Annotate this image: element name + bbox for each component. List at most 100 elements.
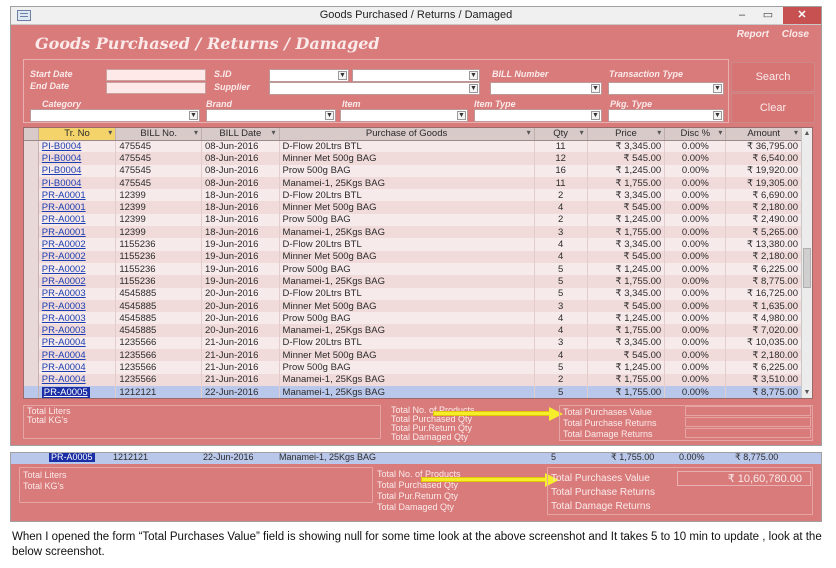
row-selector[interactable]	[24, 299, 39, 313]
row-selector[interactable]	[24, 373, 39, 386]
table-row[interactable]: PR-A0002 1155236 19-Jun-2016 D-Flow 20Ltrs …	[24, 238, 802, 251]
table-row[interactable]: PR-A0002 1155236 19-Jun-2016 Minner Met 500…	[24, 250, 802, 263]
column-header-disc[interactable]: Disc % ▾	[664, 128, 727, 141]
close-link[interactable]: Close	[781, 29, 809, 40]
minimize-icon[interactable]: –	[738, 9, 746, 21]
row-selector[interactable]	[24, 361, 39, 374]
strip-trno[interactable]: PR-A0005	[49, 453, 95, 462]
vertical-scrollbar[interactable]: ▲ ▼	[801, 128, 812, 398]
row-selector[interactable]	[24, 201, 39, 214]
table-row[interactable]: PR-A0004 1235566 21-Jun-2016 Manamei-1, 25K…	[24, 373, 802, 386]
brand-dropdown[interactable]: ▼	[206, 109, 336, 122]
table-row[interactable]: PI-B0004 475545 08-Jun-2016 Prow 500g BAG 16…	[24, 164, 802, 177]
row-selector[interactable]	[24, 275, 39, 288]
row-selector[interactable]	[24, 164, 39, 177]
column-header-bill-no[interactable]: BILL No. ▾	[115, 128, 203, 141]
transaction-link[interactable]: PR-A0002	[41, 239, 86, 251]
chevron-down-icon: ▼	[338, 71, 347, 80]
item-dropdown[interactable]: ▼	[340, 109, 468, 122]
row-selector[interactable]	[24, 262, 39, 276]
row-selector[interactable]	[24, 312, 39, 325]
table-row[interactable]: PR-A0001 12399 18-Jun-2016 Prow 500g BAG 2 ₹ …	[24, 213, 802, 227]
row-selector[interactable]	[24, 349, 39, 362]
transaction-link[interactable]: PR-A0003	[41, 300, 86, 312]
transaction-link[interactable]: PR-A0003	[41, 288, 86, 300]
search-button[interactable]: Search	[731, 62, 815, 92]
table-row[interactable]: PR-A0001 12399 18-Jun-2016 Manamei-1, 25Kgs…	[24, 226, 802, 239]
transaction-link[interactable]: PR-A0001	[41, 214, 86, 226]
scroll-down-icon[interactable]: ▼	[803, 389, 811, 396]
item-type-dropdown[interactable]: ▼	[474, 109, 602, 122]
close-icon[interactable]: ✕	[783, 7, 821, 24]
transaction-link[interactable]: PR-A0003	[41, 312, 86, 324]
table-row[interactable]: PR-A0001 12399 18-Jun-2016 Minner Met 500g …	[24, 201, 802, 214]
transaction-link[interactable]: PR-A0004	[41, 337, 86, 349]
table-row[interactable]: PR-A0002 1155236 19-Jun-2016 Manamei-1, 25K…	[24, 275, 802, 288]
table-row[interactable]: PR-A0004 1235566 21-Jun-2016 Prow 500g BAG 5…	[24, 361, 802, 374]
column-header-bill-date[interactable]: BILL Date ▾	[201, 128, 280, 141]
window-title: Goods Purchased / Returns / Damaged	[319, 9, 513, 21]
transaction-link[interactable]: PR-A0001	[41, 226, 86, 238]
transaction-link[interactable]: PR-A0004	[41, 349, 86, 361]
row-selector[interactable]	[24, 336, 39, 350]
scroll-up-icon[interactable]: ▲	[803, 130, 811, 137]
transaction-link[interactable]: PR-A0004	[41, 374, 86, 386]
transaction-link[interactable]: PI-B0004	[41, 165, 82, 177]
end-date-field[interactable]	[106, 82, 206, 94]
row-selector[interactable]	[24, 287, 39, 300]
sid-dropdown[interactable]: ▼	[269, 69, 349, 82]
table-row[interactable]: PR-A0002 1155236 19-Jun-2016 Prow 500g BAG 5…	[24, 262, 802, 276]
row-selector[interactable]	[24, 226, 39, 239]
row-selector[interactable]	[24, 324, 39, 337]
row-selector[interactable]	[24, 250, 39, 263]
transaction-link[interactable]: PR-A0003	[41, 325, 86, 337]
start-date-field[interactable]	[106, 69, 206, 81]
table-cell: ₹ 1,755.00	[587, 226, 666, 239]
table-row[interactable]: PR-A0003 4545885 20-Jun-2016 Prow 500g BAG 4…	[24, 312, 802, 325]
bill-number-dropdown[interactable]: ▼	[490, 82, 602, 95]
sid-name-dropdown[interactable]: ▼	[352, 69, 480, 82]
transaction-type-dropdown[interactable]: ▼	[608, 82, 724, 95]
transaction-link[interactable]: PR-A0005	[41, 386, 90, 398]
category-dropdown[interactable]: ▼	[30, 109, 200, 122]
column-header-amount[interactable]: Amount ▾	[725, 128, 802, 141]
row-selector[interactable]	[24, 385, 39, 398]
row-selector[interactable]	[24, 152, 39, 165]
table-row[interactable]: PR-A0005 1212121 22-Jun-2016 Manamei-1, 25K…	[24, 385, 802, 398]
column-header-qty[interactable]: Qty ▾	[534, 128, 588, 141]
column-header-price[interactable]: Price ▾	[587, 128, 666, 141]
maximize-icon[interactable]: ▭	[762, 9, 774, 21]
row-selector[interactable]	[24, 213, 39, 227]
pkg-type-dropdown[interactable]: ▼	[608, 109, 724, 122]
transaction-link[interactable]: PR-A0001	[41, 189, 86, 201]
report-link[interactable]: Report	[736, 29, 769, 40]
row-selector[interactable]	[24, 189, 39, 202]
column-header-goods[interactable]: Purchase of Goods ▾	[279, 128, 535, 141]
scroll-thumb[interactable]	[803, 248, 811, 288]
transaction-link[interactable]: PR-A0004	[41, 361, 86, 373]
clear-button[interactable]: Clear	[731, 93, 815, 123]
table-row[interactable]: PI-B0004 475545 08-Jun-2016 Minner Met 500g…	[24, 152, 802, 165]
row-selector[interactable]	[24, 140, 39, 153]
table-row[interactable]: PI-B0004 475545 08-Jun-2016 Manamei-1, 25Kg…	[24, 176, 802, 190]
liters-kgs-box	[23, 405, 381, 439]
transaction-link[interactable]: PR-A0001	[41, 202, 86, 214]
table-row[interactable]: PR-A0003 4545885 20-Jun-2016 Manamei-1, 25K…	[24, 324, 802, 337]
transaction-link[interactable]: PI-B0004	[41, 152, 82, 164]
transaction-link[interactable]: PI-B0004	[41, 140, 82, 152]
transaction-link[interactable]: PR-A0002	[41, 275, 86, 287]
total-liters-label-2: Total Liters	[23, 470, 67, 480]
table-row[interactable]: PR-A0004 1235566 21-Jun-2016 D-Flow 20Ltrs …	[24, 336, 802, 350]
row-selector[interactable]	[24, 176, 39, 190]
table-row[interactable]: PR-A0003 4545885 20-Jun-2016 D-Flow 20Ltrs …	[24, 287, 802, 300]
table-row[interactable]: PR-A0003 4545885 20-Jun-2016 Minner Met 500…	[24, 299, 802, 313]
supplier-dropdown[interactable]: ▼	[269, 82, 480, 95]
table-row[interactable]: PR-A0001 12399 18-Jun-2016 D-Flow 20Ltrs BT…	[24, 189, 802, 202]
column-header-trno[interactable]: Tr. No ▾	[38, 128, 117, 141]
row-selector[interactable]	[24, 238, 39, 251]
transaction-link[interactable]: PR-A0002	[41, 263, 86, 275]
table-row[interactable]: PR-A0004 1235566 21-Jun-2016 Minner Met 500…	[24, 349, 802, 362]
table-row[interactable]: PI-B0004 475545 08-Jun-2016 D-Flow 20Ltrs B…	[24, 140, 802, 153]
transaction-link[interactable]: PI-B0004	[41, 177, 82, 189]
transaction-link[interactable]: PR-A0002	[41, 251, 86, 263]
